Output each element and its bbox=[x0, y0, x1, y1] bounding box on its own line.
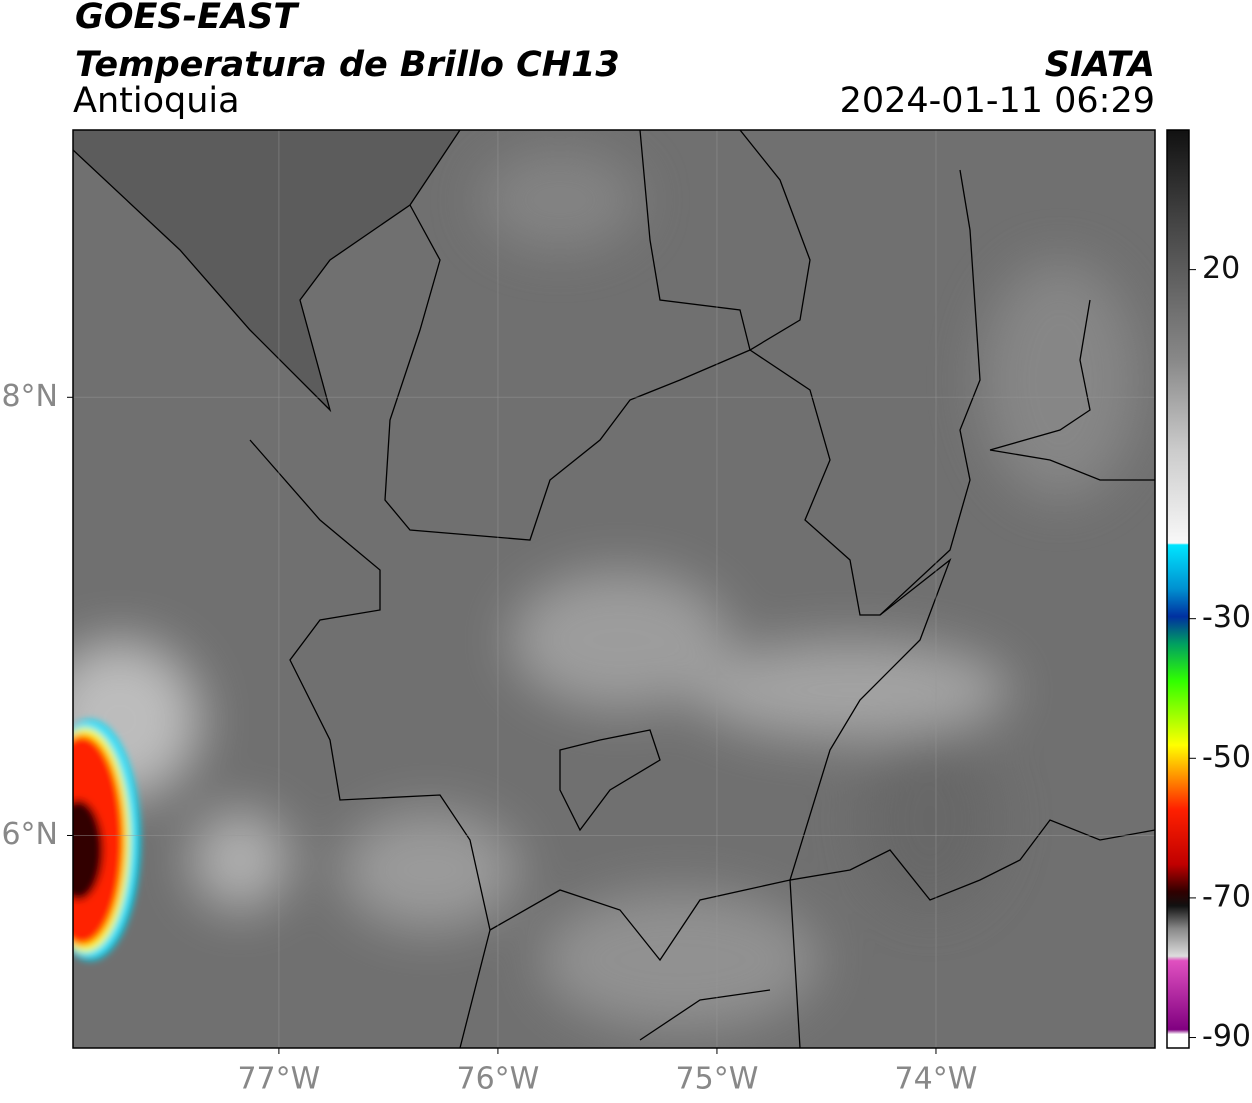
region: Antioquia bbox=[73, 81, 240, 121]
y-tick-label: 6°N bbox=[1, 817, 58, 852]
x-tick-label: 75°W bbox=[676, 1062, 759, 1097]
colorbar-tick-label: 20 bbox=[1202, 251, 1240, 286]
colorbar-tick-label: -70 bbox=[1202, 879, 1251, 914]
x-tick-label: 76°W bbox=[456, 1062, 539, 1097]
colorbar bbox=[1166, 129, 1190, 1049]
x-tick-label: 77°W bbox=[237, 1062, 320, 1097]
colorbar-tick-label: -30 bbox=[1202, 600, 1251, 635]
x-tick-label: 74°W bbox=[895, 1062, 978, 1097]
colorbar-tick-label: -90 bbox=[1202, 1019, 1251, 1054]
map-frame bbox=[72, 129, 1156, 1049]
title: GOES-EAST bbox=[75, 0, 300, 37]
source: SIATA bbox=[1045, 45, 1155, 85]
grid bbox=[73, 130, 1155, 1048]
subtitle: Temperatura de Brillo CH13 bbox=[75, 45, 620, 85]
datetime: 2024-01-11 06:29 bbox=[840, 81, 1155, 121]
map-image bbox=[73, 130, 1155, 1048]
y-tick-label: 8°N bbox=[1, 379, 58, 414]
colorbar-tick-label: -50 bbox=[1202, 740, 1251, 775]
